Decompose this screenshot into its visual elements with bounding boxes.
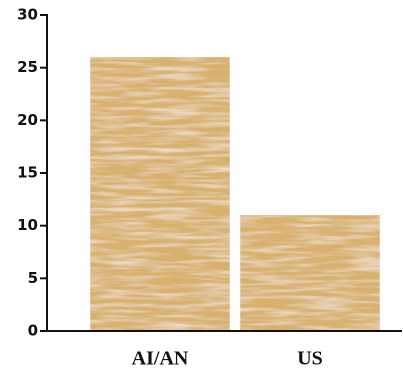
y-tick-label: 0 (28, 322, 38, 340)
y-tick-label: 10 (17, 216, 38, 234)
y-tick-label: 15 (17, 164, 38, 182)
page: {"chart_data": {"type": "bar", "categori… (0, 0, 403, 377)
y-tick-label: 25 (17, 58, 38, 76)
y-tick-label: 5 (28, 269, 38, 287)
bar (240, 215, 380, 331)
y-tick-label: 30 (17, 6, 38, 24)
bar (90, 57, 230, 331)
chart: 0 5 10 15 20 25 30 AI/AN US (0, 0, 403, 377)
x-tick-label: AI/AN (132, 348, 189, 370)
y-tick-label: 20 (17, 111, 38, 129)
x-tick-label: US (297, 348, 323, 370)
